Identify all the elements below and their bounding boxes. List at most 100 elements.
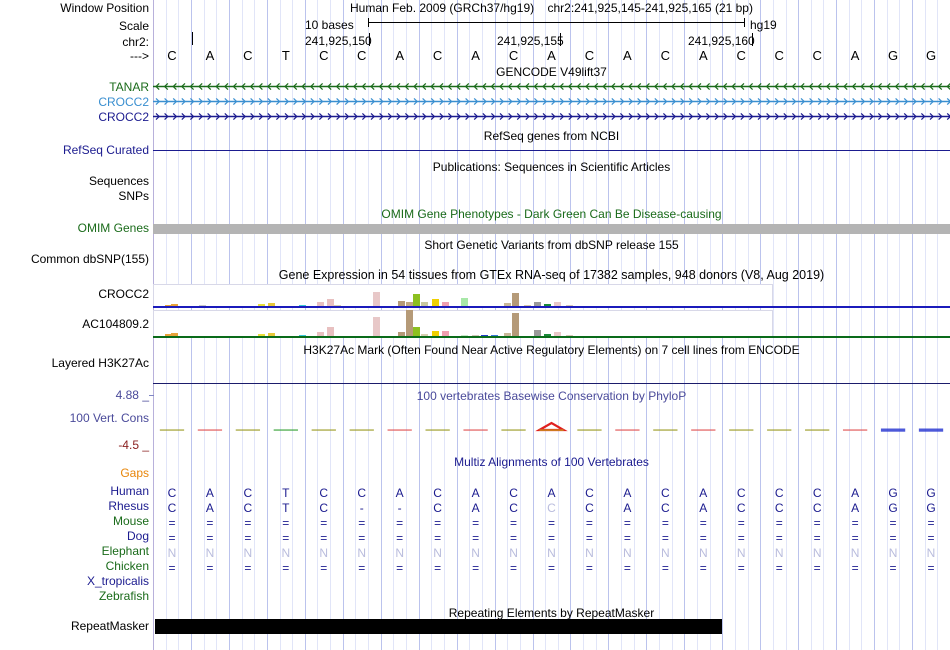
label-species-human[interactable]: Human [110,484,149,498]
label-gtex-crocc2[interactable]: CROCC2 [98,287,149,301]
base-letter: = [434,516,442,530]
base-letter: N [812,546,822,560]
base-letter: = [585,561,593,575]
base-letter: = [510,516,518,530]
base-letter: A [205,48,215,63]
base-letter: = [851,516,859,530]
label-species-dog[interactable]: Dog [126,529,149,543]
base-letter: C [357,486,367,500]
label-repeatmasker[interactable]: RepeatMasker [70,619,149,633]
base-letter: C [167,48,177,63]
gtex-panel-crocc2[interactable] [153,284,773,308]
base-letter: A [395,48,404,63]
gtex-bar [171,304,178,307]
label-sequences[interactable]: Sequences [88,174,149,188]
gtex-bar [373,292,380,307]
gtex-bar [554,332,561,337]
gtex-bar [442,331,449,337]
label-chrom: chr2: [122,35,149,49]
label-100-vert-cons[interactable]: 100 Vert. Cons [69,411,149,425]
base-letter: C [167,486,177,500]
label-gaps[interactable]: Gaps [120,466,149,480]
gene-track-crocc2-2[interactable] [153,112,950,123]
base-letter: = [510,531,518,545]
label-species-rhesus[interactable]: Rhesus [108,499,149,513]
base-letter: = [851,561,859,575]
label-gene-tanar[interactable]: TANAR [109,80,149,94]
label-gene-crocc2-2[interactable]: CROCC2 [98,110,149,124]
scale-cap-right [744,18,745,27]
gtex-baseline-crocc2 [153,306,950,308]
label-gtex-ac104809[interactable]: AC104809.2 [82,317,149,331]
refseq-title: RefSeq genes from NCBI [483,129,620,143]
label-gene-crocc2-1[interactable]: CROCC2 [98,95,149,109]
base-letter: N [319,546,329,560]
base-letter: N [623,546,632,560]
gtex-bar [268,303,275,307]
label-layered-h3k27ac[interactable]: Layered H3K27Ac [51,356,149,370]
label-omim-genes[interactable]: OMIM Genes [77,221,149,235]
position-text: chr2:241,925,145-241,925,165 (21 bp) [547,1,753,15]
base-letter: A [471,486,480,500]
base-letter: C [660,48,671,63]
base-letter: = [699,561,707,575]
base-letter: = [585,531,593,545]
base-letter: A [623,486,632,500]
base-letter: N [509,546,518,560]
multiz-row-chicken[interactable]: = = = = = = = = = = = = = = = = = = = = = [153,561,950,576]
gtex-bar [442,302,449,307]
gtex-bar [512,293,519,307]
base-letter: T [282,486,290,500]
label-species-chicken[interactable]: Chicken [105,559,149,573]
base-letter: = [244,561,252,575]
multiz-row-dog[interactable]: = = = = = = = = = = = = = = = = = = = = = [153,531,950,546]
base-letter: = [737,531,745,545]
base-letter: = [358,561,366,575]
label-refseq-curated[interactable]: RefSeq Curated [62,143,149,157]
dbsnp-title: Short Genetic Variants from dbSNP releas… [424,238,679,252]
omim-gene-bar[interactable] [153,224,950,234]
label-species-mouse[interactable]: Mouse [112,514,149,528]
gene-track-tanar[interactable] [153,82,950,93]
label-species-xtropicalis[interactable]: X_tropicalis [86,574,149,588]
label-species-zebrafish[interactable]: Zebrafish [98,589,149,603]
phylop-plot[interactable] [153,398,950,448]
multiz-row-mouse[interactable]: = = = = = = = = = = = = = = = = = = = = = [153,516,950,531]
gene-track-crocc2-1[interactable] [153,97,950,108]
base-letter: = [737,516,745,530]
base-letter: = [699,531,707,545]
base-letter: A [623,501,632,515]
base-letter: = [168,516,176,530]
label-common-dbsnp[interactable]: Common dbSNP(155) [30,252,149,266]
base-letter: = [927,561,935,575]
base-letter: N [243,546,253,560]
gtex-panel-ac104809[interactable] [153,310,773,338]
label-snps[interactable]: SNPs [118,189,149,203]
refseq-curated-line[interactable] [153,150,950,151]
base-letter: = [472,516,480,530]
base-letter: = [472,561,480,575]
base-letter: = [434,531,442,545]
base-letter: N [585,546,594,560]
ruler-tick-1 [369,33,370,46]
label-species-elephant[interactable]: Elephant [101,544,149,558]
multiz-row-zebrafish[interactable] [153,591,950,606]
base-letter: G [888,486,898,500]
multiz-row-xtropicalis[interactable] [153,576,950,591]
gtex-bar [258,334,265,337]
base-letter: = [168,561,176,575]
base-letter: = [282,561,290,575]
repeatmasker-bar[interactable] [155,619,722,634]
gtex-bar [534,302,541,307]
base-letter: = [358,531,366,545]
gtex-bar [327,299,334,307]
gtex-bar [398,301,405,307]
repeatmasker-title: Repeating Elements by RepeatMasker [448,606,655,620]
base-letter: C [812,486,822,500]
scale-value: 10 bases [305,18,354,32]
